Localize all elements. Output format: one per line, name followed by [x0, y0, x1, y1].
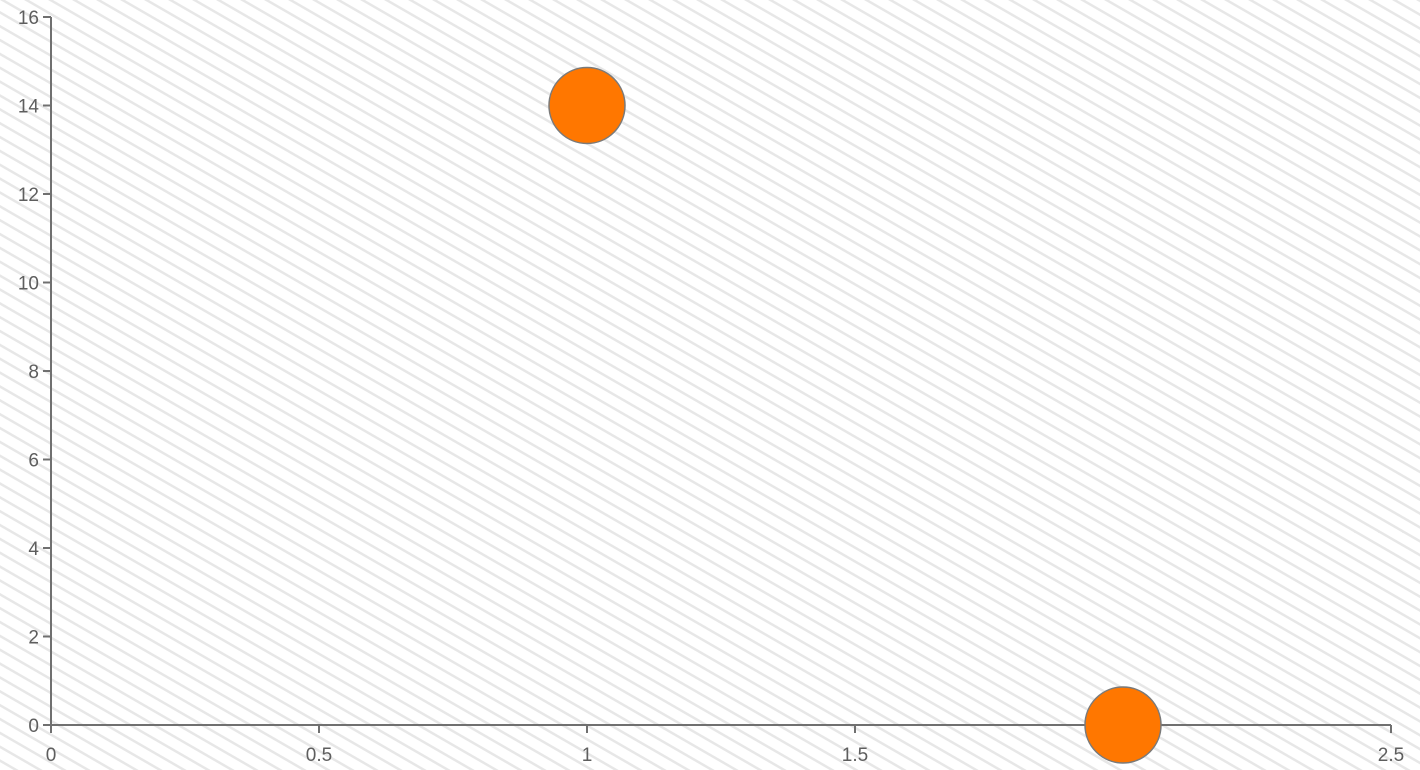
y-tick-label: 14: [18, 97, 40, 118]
y-tick-label: 0: [28, 716, 39, 737]
y-tick-label: 6: [28, 451, 39, 472]
x-tick-label: 0.5: [306, 745, 332, 766]
y-tick-label: 8: [28, 362, 39, 383]
y-tick-label: 12: [18, 185, 39, 206]
y-tick-label: 16: [18, 8, 39, 29]
x-tick-label: 1: [582, 745, 593, 766]
y-tick-label: 2: [28, 628, 39, 649]
axes: 0 2 4 6 8 10 12 14 16 0 0.5 1 1.5 2.5: [18, 8, 1404, 766]
data-point: [1084, 686, 1162, 764]
data-points: [548, 66, 1162, 764]
x-tick-label: 1.5: [842, 745, 868, 766]
x-tick-label: 2.5: [1378, 745, 1404, 766]
x-tick-label: 0: [46, 745, 57, 766]
y-tick-label: 4: [28, 539, 39, 560]
data-point: [548, 66, 626, 145]
y-tick-label: 10: [18, 274, 39, 295]
